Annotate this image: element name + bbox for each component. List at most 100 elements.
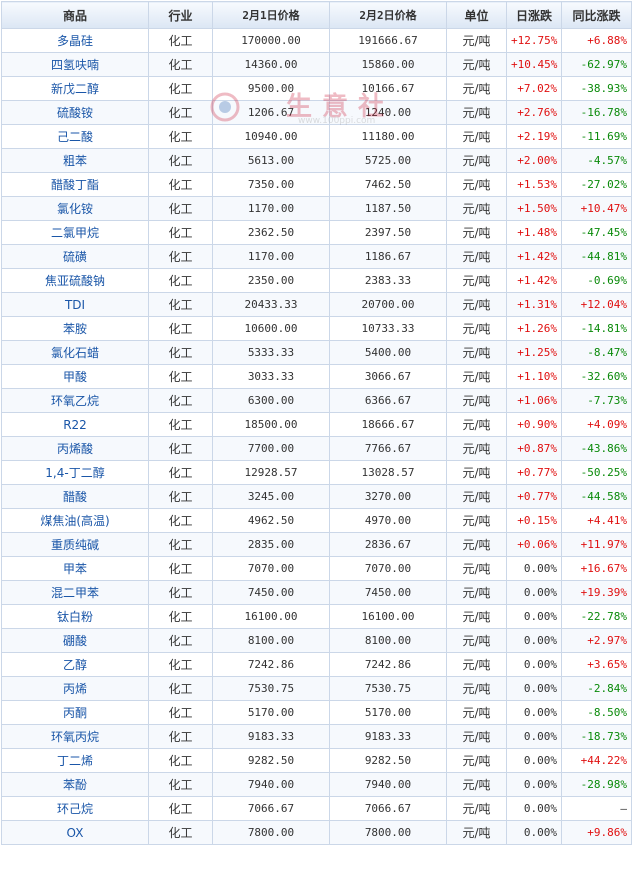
header-price-feb2: 2月2日价格 xyxy=(329,1,447,29)
yoy-change-cell: -28.98% xyxy=(561,772,632,797)
header-name: 商品 xyxy=(1,1,149,29)
commodity-name-link[interactable]: 丙烯 xyxy=(1,676,149,701)
unit-cell: 元/吨 xyxy=(446,52,507,77)
commodity-name-link[interactable]: OX xyxy=(1,820,149,845)
price-feb2-cell: 9183.33 xyxy=(329,724,447,749)
unit-cell: 元/吨 xyxy=(446,796,507,821)
price-feb1-cell: 14360.00 xyxy=(212,52,330,77)
commodity-name-link[interactable]: 硫酸铵 xyxy=(1,100,149,125)
commodity-name-link[interactable]: 四氢呋喃 xyxy=(1,52,149,77)
commodity-name-link[interactable]: 丙烯酸 xyxy=(1,436,149,461)
commodity-name-link[interactable]: 焦亚硫酸钠 xyxy=(1,268,149,293)
commodity-name-link[interactable]: 苯酚 xyxy=(1,772,149,797)
price-feb1-cell: 9282.50 xyxy=(212,748,330,773)
table-row: 甲酸 化工 3033.33 3066.67 元/吨 +1.10% -32.60% xyxy=(1,364,632,389)
commodity-name-link[interactable]: 二氯甲烷 xyxy=(1,220,149,245)
commodity-name-link[interactable]: 丙酮 xyxy=(1,700,149,725)
table-row: 焦亚硫酸钠 化工 2350.00 2383.33 元/吨 +1.42% -0.69% xyxy=(1,268,632,293)
price-feb2-cell: 15860.00 xyxy=(329,52,447,77)
price-feb1-cell: 10600.00 xyxy=(212,316,330,341)
daily-change-cell: +0.77% xyxy=(506,484,562,509)
yoy-change-cell: -22.78% xyxy=(561,604,632,629)
price-feb2-cell: 4970.00 xyxy=(329,508,447,533)
table-row: 煤焦油(高温) 化工 4962.50 4970.00 元/吨 +0.15% +4.41% xyxy=(1,508,632,533)
commodity-name-link[interactable]: 多晶硅 xyxy=(1,28,149,53)
price-feb2-cell: 2383.33 xyxy=(329,268,447,293)
price-feb2-cell: 2836.67 xyxy=(329,532,447,557)
industry-cell: 化工 xyxy=(148,220,213,245)
commodity-name-link[interactable]: 乙醇 xyxy=(1,652,149,677)
yoy-change-cell: -11.69% xyxy=(561,124,632,149)
table-row: 1,4-丁二醇 化工 12928.57 13028.57 元/吨 +0.77% -50.25… xyxy=(1,460,632,485)
price-feb2-cell: 7800.00 xyxy=(329,820,447,845)
commodity-name-link[interactable]: 硼酸 xyxy=(1,628,149,653)
daily-change-cell: 0.00% xyxy=(506,628,562,653)
yoy-change-cell: -16.78% xyxy=(561,100,632,125)
daily-change-cell: +0.90% xyxy=(506,412,562,437)
industry-cell: 化工 xyxy=(148,268,213,293)
header-row: 商品 行业 2月1日价格 2月2日价格 单位 日涨跌 同比涨跌 xyxy=(1,1,632,29)
price-feb2-cell: 3270.00 xyxy=(329,484,447,509)
price-feb1-cell: 7800.00 xyxy=(212,820,330,845)
header-daily-change: 日涨跌 xyxy=(506,1,562,29)
commodity-name-link[interactable]: 1,4-丁二醇 xyxy=(1,460,149,485)
table-row: 醋酸丁酯 化工 7350.00 7462.50 元/吨 +1.53% -27.02% xyxy=(1,172,632,197)
table-row: 己二酸 化工 10940.00 11180.00 元/吨 +2.19% -11.69% xyxy=(1,124,632,149)
commodity-name-link[interactable]: 氯化石蜡 xyxy=(1,340,149,365)
table-row: 氯化铵 化工 1170.00 1187.50 元/吨 +1.50% +10.47% xyxy=(1,196,632,221)
header-yoy-change: 同比涨跌 xyxy=(561,1,632,29)
commodity-name-link[interactable]: 苯胺 xyxy=(1,316,149,341)
table-row: 苯胺 化工 10600.00 10733.33 元/吨 +1.26% -14.81% xyxy=(1,316,632,341)
price-feb2-cell: 7940.00 xyxy=(329,772,447,797)
price-feb2-cell: 5400.00 xyxy=(329,340,447,365)
header-industry: 行业 xyxy=(148,1,213,29)
daily-change-cell: +0.15% xyxy=(506,508,562,533)
price-feb2-cell: 10733.33 xyxy=(329,316,447,341)
unit-cell: 元/吨 xyxy=(446,124,507,149)
industry-cell: 化工 xyxy=(148,52,213,77)
commodity-name-link[interactable]: 煤焦油(高温) xyxy=(1,508,149,533)
commodity-name-link[interactable]: 新戊二醇 xyxy=(1,76,149,101)
yoy-change-cell: -8.47% xyxy=(561,340,632,365)
commodity-name-link[interactable]: 环己烷 xyxy=(1,796,149,821)
commodity-name-link[interactable]: R22 xyxy=(1,412,149,437)
table-row: 混二甲苯 化工 7450.00 7450.00 元/吨 0.00% +19.39% xyxy=(1,580,632,605)
unit-cell: 元/吨 xyxy=(446,76,507,101)
commodity-name-link[interactable]: 环氧乙烷 xyxy=(1,388,149,413)
commodity-name-link[interactable]: 丁二烯 xyxy=(1,748,149,773)
price-feb1-cell: 7530.75 xyxy=(212,676,330,701)
industry-cell: 化工 xyxy=(148,76,213,101)
daily-change-cell: +1.31% xyxy=(506,292,562,317)
table-body: 多晶硅 化工 170000.00 191666.67 元/吨 +12.75% +6.88% 四… xyxy=(1,28,632,845)
commodity-name-link[interactable]: 粗苯 xyxy=(1,148,149,173)
table-row: 苯酚 化工 7940.00 7940.00 元/吨 0.00% -28.98% xyxy=(1,772,632,797)
price-feb1-cell: 9500.00 xyxy=(212,76,330,101)
commodity-name-link[interactable]: 醋酸 xyxy=(1,484,149,509)
commodity-name-link[interactable]: TDI xyxy=(1,292,149,317)
yoy-change-cell: +10.47% xyxy=(561,196,632,221)
commodity-name-link[interactable]: 钛白粉 xyxy=(1,604,149,629)
commodity-name-link[interactable]: 己二酸 xyxy=(1,124,149,149)
daily-change-cell: 0.00% xyxy=(506,772,562,797)
unit-cell: 元/吨 xyxy=(446,676,507,701)
daily-change-cell: +1.48% xyxy=(506,220,562,245)
commodity-name-link[interactable]: 氯化铵 xyxy=(1,196,149,221)
table-row: 硫磺 化工 1170.00 1186.67 元/吨 +1.42% -44.81% xyxy=(1,244,632,269)
commodity-name-link[interactable]: 重质纯碱 xyxy=(1,532,149,557)
price-feb1-cell: 7450.00 xyxy=(212,580,330,605)
table-row: 重质纯碱 化工 2835.00 2836.67 元/吨 +0.06% +11.97% xyxy=(1,532,632,557)
commodity-name-link[interactable]: 甲苯 xyxy=(1,556,149,581)
yoy-change-cell: -44.58% xyxy=(561,484,632,509)
commodity-name-link[interactable]: 硫磺 xyxy=(1,244,149,269)
commodity-name-link[interactable]: 混二甲苯 xyxy=(1,580,149,605)
industry-cell: 化工 xyxy=(148,628,213,653)
commodity-name-link[interactable]: 环氧丙烷 xyxy=(1,724,149,749)
daily-change-cell: +2.19% xyxy=(506,124,562,149)
price-feb1-cell: 7242.86 xyxy=(212,652,330,677)
yoy-change-cell: -47.45% xyxy=(561,220,632,245)
yoy-change-cell: -2.84% xyxy=(561,676,632,701)
price-feb1-cell: 12928.57 xyxy=(212,460,330,485)
price-feb2-cell: 20700.00 xyxy=(329,292,447,317)
commodity-name-link[interactable]: 甲酸 xyxy=(1,364,149,389)
commodity-name-link[interactable]: 醋酸丁酯 xyxy=(1,172,149,197)
